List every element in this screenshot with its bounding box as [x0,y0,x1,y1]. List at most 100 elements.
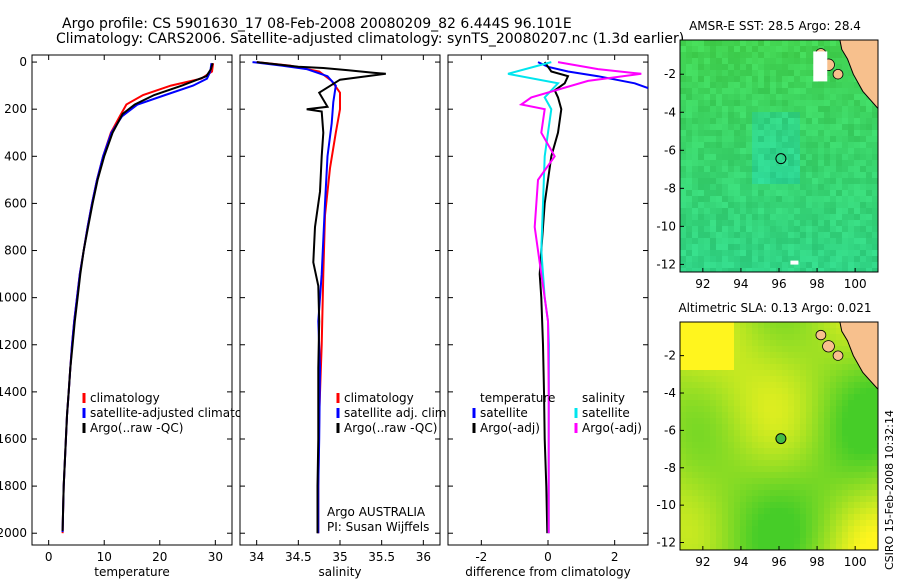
map-cell [788,448,795,455]
map-cell [722,154,729,161]
map-cell [680,136,687,143]
map-cell [710,394,717,401]
map-cell [758,166,765,173]
map-cell [788,202,795,209]
map-cell [872,220,878,227]
map-cell [806,232,813,239]
map-cell [746,496,753,503]
map-x-tick-label: 96 [771,277,786,291]
map-cell [758,340,765,347]
map-cell [848,82,855,89]
map-cell [782,250,789,257]
map-cell [770,418,777,425]
map-cell [842,196,849,203]
map-cell [698,406,705,413]
map-cell [794,442,801,449]
map-cell [704,364,711,371]
map-cell [704,172,711,179]
map-cell [860,388,867,395]
map-cell [680,88,687,95]
map-cell [776,412,783,419]
map-cell [794,340,801,347]
map-cell [848,424,855,431]
map-cell [710,466,717,473]
map-cell [788,508,795,515]
map-cell [812,502,819,509]
map-cell [776,250,783,257]
map-cell [758,106,765,113]
map-cell [710,214,717,221]
map-cell [830,160,837,167]
map-cell [794,538,801,545]
map-cell [824,448,831,455]
map-cell [722,184,729,191]
map-cell [740,424,747,431]
y-tick-label: 0 [19,55,27,69]
map-cell [740,526,747,533]
map-cell [860,136,867,143]
x-tick-label: 10 [97,550,112,564]
map-cell [680,460,687,467]
map-cell [776,166,783,173]
map-cell [830,76,837,83]
map-cell [842,496,849,503]
map-cell [866,154,873,161]
map-cell [752,430,759,437]
map-cell [788,328,795,335]
map-cell [746,232,753,239]
map-cell [698,358,705,365]
map-cell [686,538,693,545]
map-cell [800,532,807,539]
map-cell [734,112,741,119]
map-cell [686,454,693,461]
map-cell [872,418,878,425]
map-cell [794,352,801,359]
map-cell [836,376,843,383]
map-cell [806,532,813,539]
map-cell [812,388,819,395]
map-cell [812,406,819,413]
map-cell [854,454,861,461]
map-cell [740,358,747,365]
map-cell [812,352,819,359]
map-cell [800,478,807,485]
map-cell [692,160,699,167]
map-cell [806,40,813,47]
map-cell [836,58,843,65]
map-cell [806,484,813,491]
map-cell [704,64,711,71]
map-cell [680,262,687,269]
map-cell [728,478,735,485]
map-cell [800,364,807,371]
map-cell [770,154,777,161]
map-cell [848,538,855,545]
map-cell [758,388,765,395]
map-cell [848,100,855,107]
map-cell [746,100,753,107]
map-cell [692,106,699,113]
map-cell [764,526,771,533]
map-cell [716,526,723,533]
map-cell [782,160,789,167]
map-cell [842,430,849,437]
map-cell [746,376,753,383]
map-cell [752,202,759,209]
map-cell [800,268,807,272]
map-cell [800,472,807,479]
map-cell [758,70,765,77]
map-cell [866,454,873,461]
map-cell [824,418,831,425]
map-cell [866,448,873,455]
map-cell [764,82,771,89]
map-cell [782,172,789,179]
map-cell [728,418,735,425]
map-cell [704,166,711,173]
map-cell [734,40,741,47]
map-cell [740,436,747,443]
map-cell [692,340,699,347]
map-cell [764,142,771,149]
map-cell [812,226,819,233]
map-cell [842,76,849,83]
map-cell [788,220,795,227]
map-cell [776,178,783,185]
